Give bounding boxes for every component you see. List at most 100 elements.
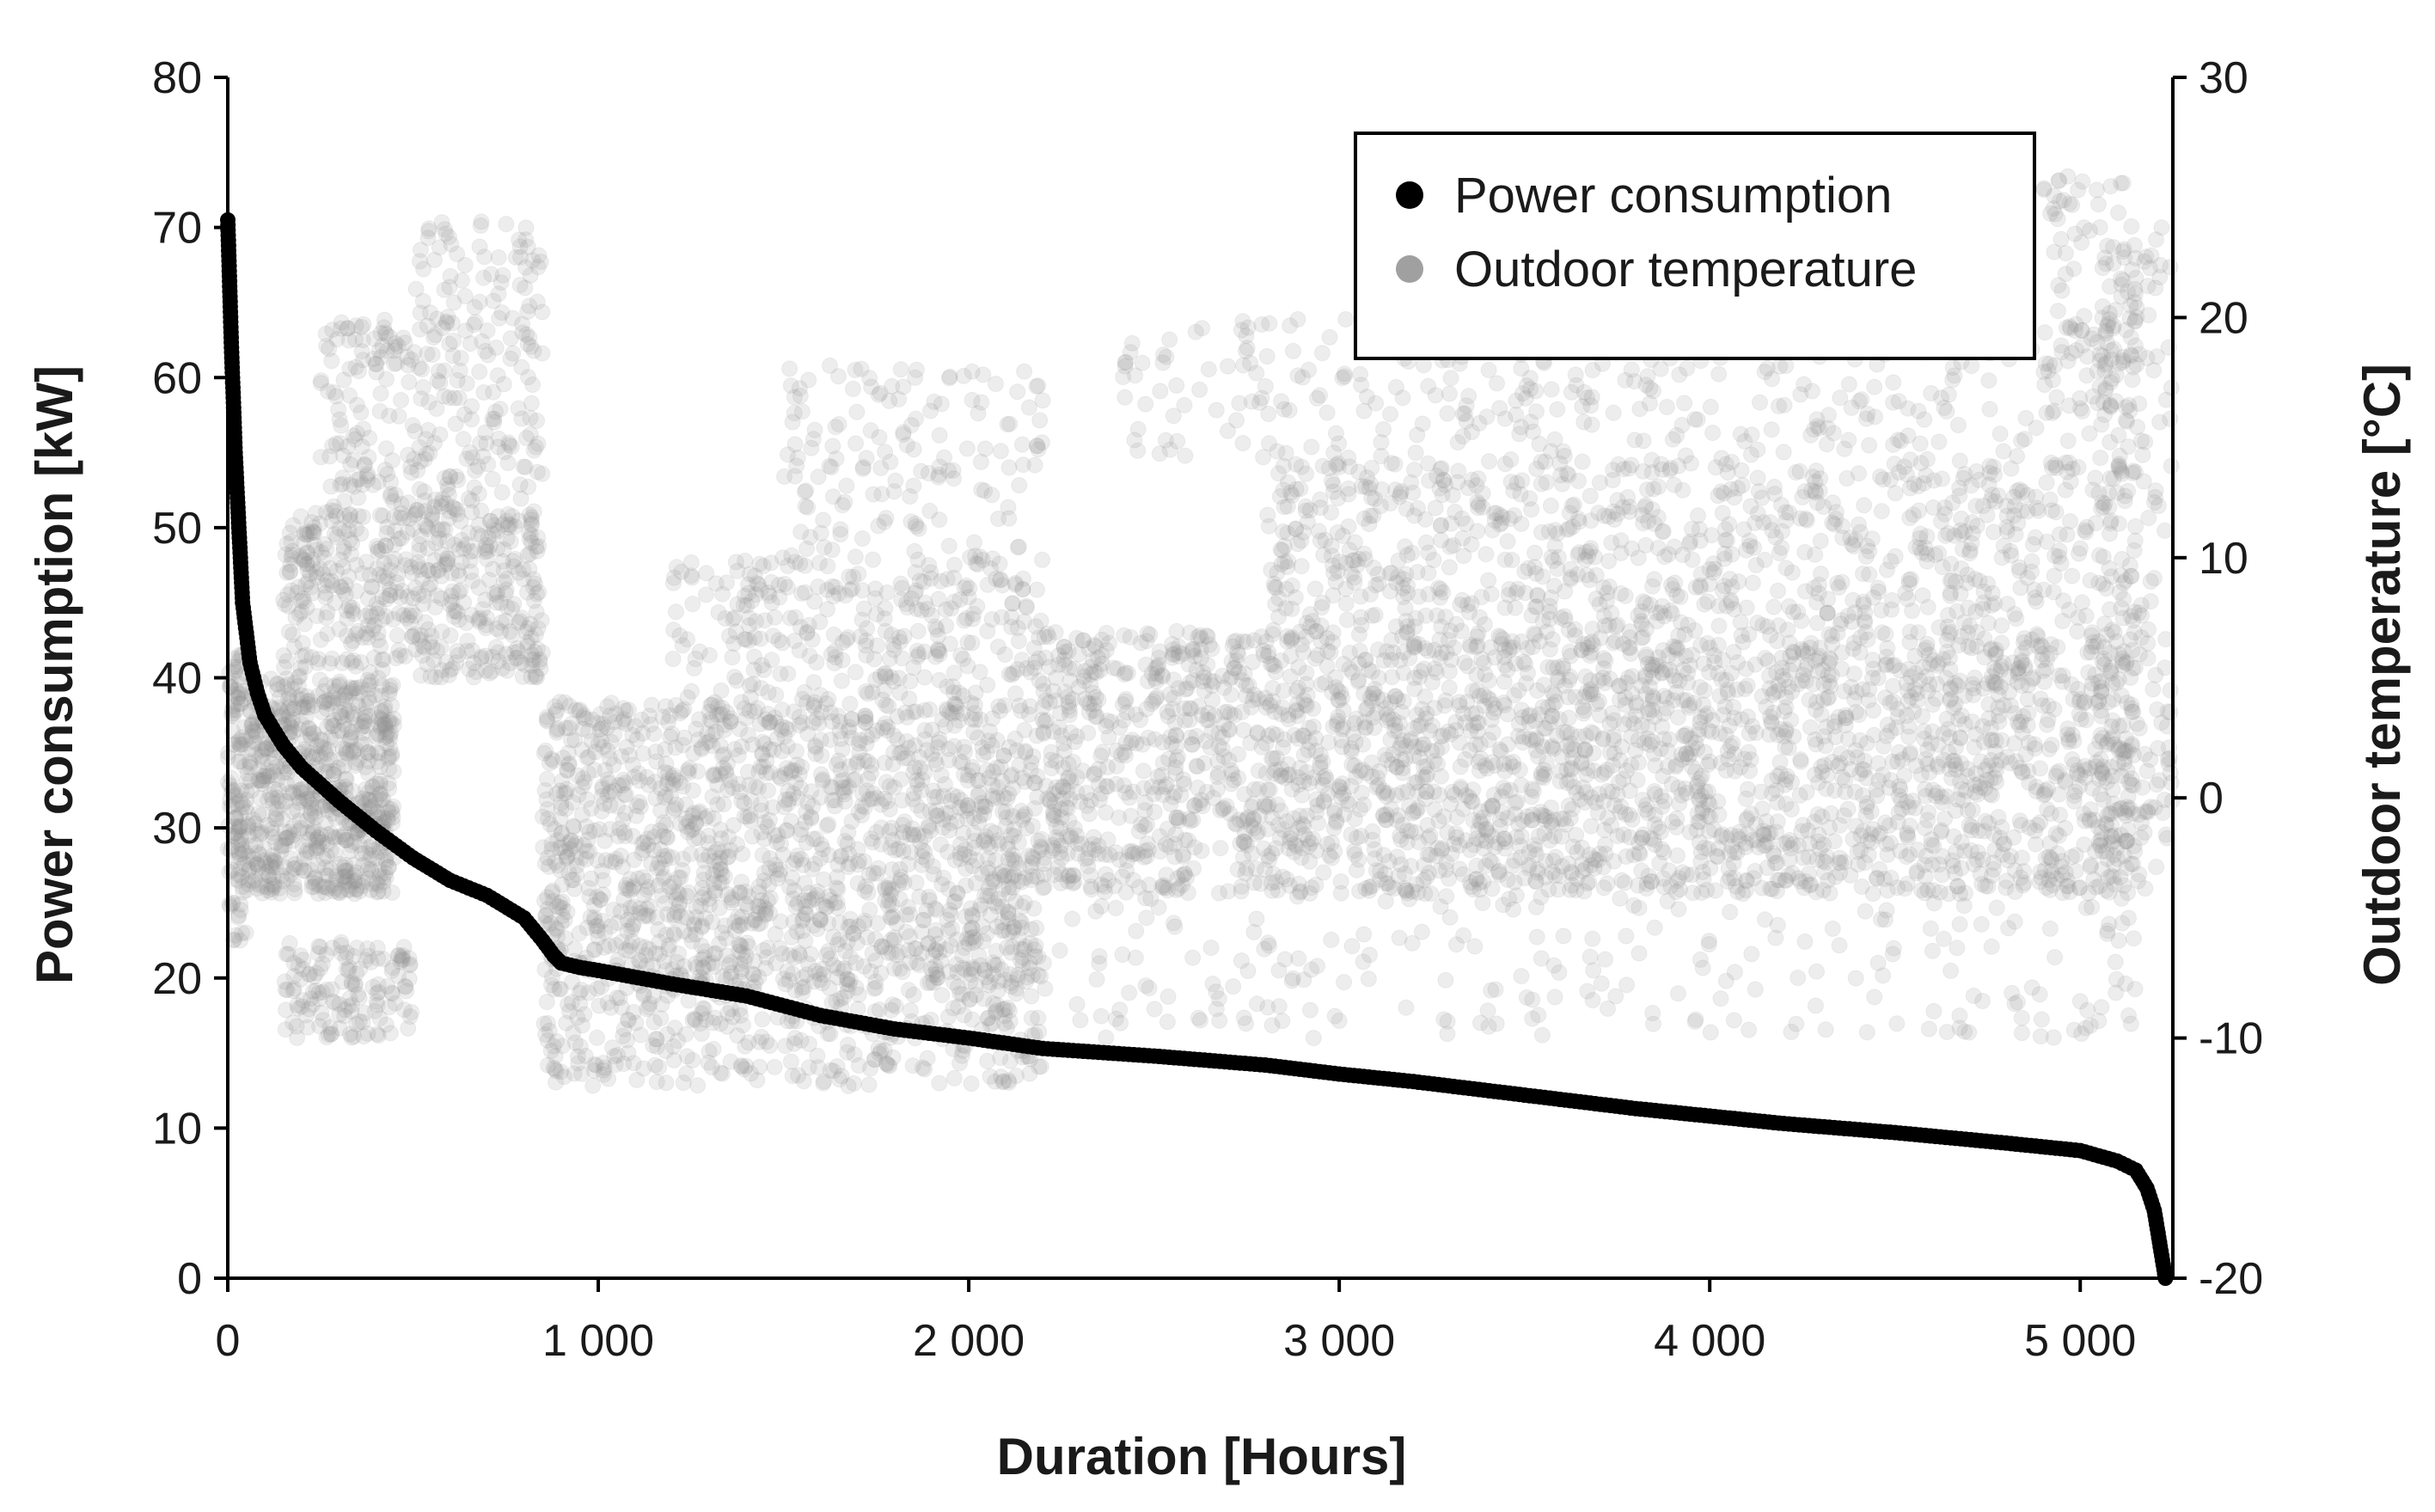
temperature-point <box>358 780 374 798</box>
temperature-point <box>618 738 635 756</box>
temperature-point <box>398 982 415 1000</box>
temperature-point <box>462 335 479 352</box>
temperature-point <box>680 992 697 1009</box>
temperature-point <box>517 219 535 236</box>
temperature-point <box>520 369 537 386</box>
temperature-point <box>463 411 480 428</box>
temperature-point <box>1018 597 1035 615</box>
temperature-point <box>914 771 931 788</box>
temperature-point <box>294 838 311 854</box>
temperature-point <box>521 560 538 578</box>
temperature-point <box>794 690 811 707</box>
temperature-point <box>407 641 424 658</box>
temperature-point <box>313 372 329 389</box>
temperature-point <box>701 703 718 720</box>
temperature-point <box>962 990 979 1007</box>
temperature-point <box>280 597 297 615</box>
temperature-point <box>442 662 459 678</box>
temperature-point <box>230 817 248 835</box>
temperature-point <box>831 1071 848 1088</box>
temperature-point <box>909 826 927 843</box>
temperature-point <box>847 361 864 378</box>
temperature-point <box>882 453 899 470</box>
temperature-point <box>361 707 378 725</box>
temperature-point <box>383 884 401 901</box>
temperature-point <box>921 502 939 519</box>
temperature-point <box>894 792 911 809</box>
temperature-point <box>755 942 772 958</box>
temperature-point <box>730 917 747 934</box>
temperature-point <box>693 937 710 954</box>
temperature-point <box>423 627 440 645</box>
temperature-point <box>444 347 462 364</box>
temperature-point <box>234 799 251 816</box>
temperature-point <box>967 548 984 565</box>
temperature-point <box>522 425 539 443</box>
temperature-point <box>798 482 815 499</box>
temperature-point <box>718 762 734 780</box>
temperature-point <box>377 869 395 886</box>
temperature-point <box>467 314 484 331</box>
temperature-point <box>351 1013 368 1030</box>
temperature-point <box>278 871 296 888</box>
temperature-point <box>768 834 786 851</box>
temperature-point <box>816 539 833 556</box>
temperature-point <box>278 829 296 846</box>
temperature-point <box>827 419 844 436</box>
temperature-point <box>235 845 252 862</box>
temperature-point <box>347 741 364 758</box>
temperature-point <box>792 388 809 404</box>
temperature-point <box>714 585 731 603</box>
temperature-point <box>658 1074 675 1092</box>
temperature-point <box>805 917 822 934</box>
temperature-point <box>237 924 254 941</box>
temperature-point <box>621 882 639 899</box>
temperature-point <box>334 740 352 757</box>
temperature-point <box>498 216 515 233</box>
temperature-point <box>337 856 354 873</box>
temperature-point <box>325 762 342 780</box>
temperature-point <box>668 796 685 813</box>
temperature-point <box>589 1029 606 1046</box>
temperature-point <box>683 683 700 700</box>
temperature-point <box>281 784 298 801</box>
temperature-point <box>359 744 376 761</box>
temperature-point <box>830 368 847 385</box>
temperature-point <box>525 578 541 596</box>
temperature-point <box>713 1065 731 1082</box>
temperature-point <box>456 256 474 273</box>
temperature-point <box>664 574 682 591</box>
temperature-point <box>1014 456 1031 474</box>
temperature-point <box>445 608 462 625</box>
temperature-point <box>382 488 399 505</box>
temperature-point <box>321 695 339 713</box>
temperature-point <box>872 668 889 685</box>
temperature-point <box>1452 758 1469 775</box>
temperature-point <box>754 1011 771 1028</box>
temperature-point <box>323 981 340 998</box>
temperature-point <box>767 856 784 873</box>
temperature-point <box>891 684 909 701</box>
temperature-point <box>801 647 818 664</box>
temperature-point <box>945 462 962 479</box>
temperature-point <box>774 634 791 652</box>
temperature-point <box>931 671 948 689</box>
temperature-point <box>594 862 610 879</box>
temperature-point <box>345 706 362 722</box>
temperature-point <box>523 511 540 529</box>
temperature-point <box>964 906 981 923</box>
temperature-point <box>451 362 468 379</box>
temperature-point <box>929 788 945 805</box>
temperature-point <box>438 549 456 566</box>
temperature-point <box>992 443 1009 460</box>
temperature-point <box>306 524 323 542</box>
temperature-point <box>548 1033 565 1050</box>
temperature-point <box>967 976 984 994</box>
temperature-point <box>232 896 249 913</box>
temperature-point <box>650 921 667 938</box>
temperature-point <box>979 622 996 640</box>
temperature-point <box>231 736 248 753</box>
temperature-point <box>299 699 316 716</box>
temperature-point <box>232 793 248 810</box>
temperature-point <box>745 966 762 983</box>
